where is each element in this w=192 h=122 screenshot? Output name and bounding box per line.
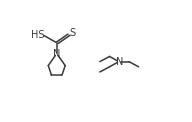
Text: S: S bbox=[69, 28, 75, 38]
Text: N: N bbox=[53, 49, 60, 59]
Text: N: N bbox=[116, 57, 123, 67]
Text: HS: HS bbox=[31, 30, 45, 40]
